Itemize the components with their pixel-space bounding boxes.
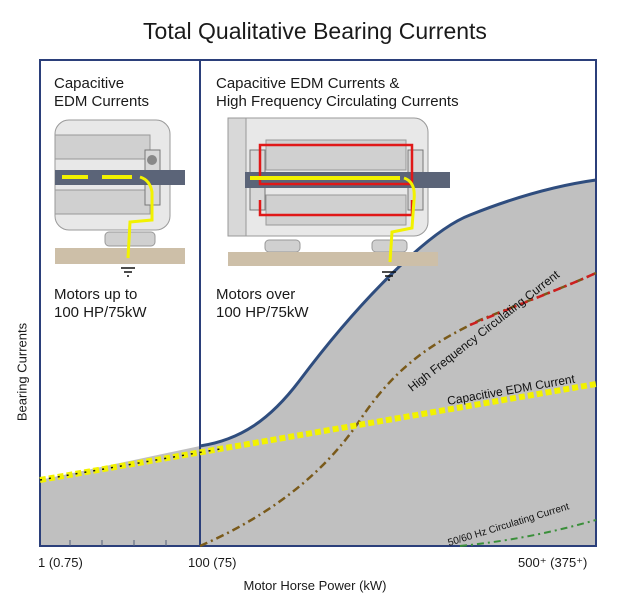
- total-current-area: [40, 180, 596, 546]
- x-tick-label-100: 100 (75): [188, 555, 237, 570]
- x-minor-ticks: [69, 540, 167, 546]
- x-axis-label: Motor Horse Power (kW): [243, 578, 387, 593]
- right-panel-note: Motors over 100 HP/75kW: [216, 286, 309, 321]
- motor-illustration-small: [54, 119, 185, 277]
- x-tick-label-1: 1 (0.75): [38, 555, 83, 570]
- plot-frame: [39, 59, 597, 547]
- left-panel-note: Motors up to 100 HP/75kW: [54, 286, 147, 321]
- left-panel-title: Capacitive EDM Currents: [54, 75, 150, 110]
- right-panel-title: Capacitive EDM Currents & High Frequency…: [216, 75, 459, 110]
- total-current-edge: [199, 178, 597, 448]
- motor-illustration-large: [227, 117, 450, 281]
- hz-curve: [459, 519, 597, 547]
- y-axis-label: Bearing Currents: [14, 322, 30, 422]
- x-tick-label-500: 500⁺ (375⁺): [518, 555, 588, 570]
- chart-title: Total Qualitative Bearing Currents: [143, 18, 487, 44]
- hf-curve: [199, 271, 597, 548]
- edm-curve: [39, 381, 597, 483]
